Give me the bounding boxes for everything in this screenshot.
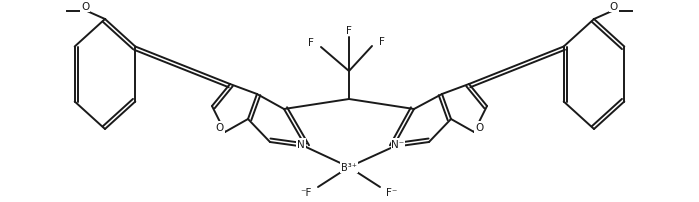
Text: O: O bbox=[81, 2, 89, 12]
Text: F: F bbox=[379, 37, 385, 47]
Text: N⁻: N⁻ bbox=[391, 139, 405, 149]
Text: O: O bbox=[475, 122, 483, 132]
Text: ⁻F: ⁻F bbox=[301, 187, 312, 197]
Text: F⁻: F⁻ bbox=[387, 187, 398, 197]
Text: O: O bbox=[216, 122, 224, 132]
Text: F: F bbox=[346, 26, 352, 36]
Text: O: O bbox=[610, 2, 618, 12]
Text: F: F bbox=[308, 38, 314, 48]
Text: B³⁺: B³⁺ bbox=[341, 162, 357, 172]
Text: N: N bbox=[297, 139, 305, 149]
